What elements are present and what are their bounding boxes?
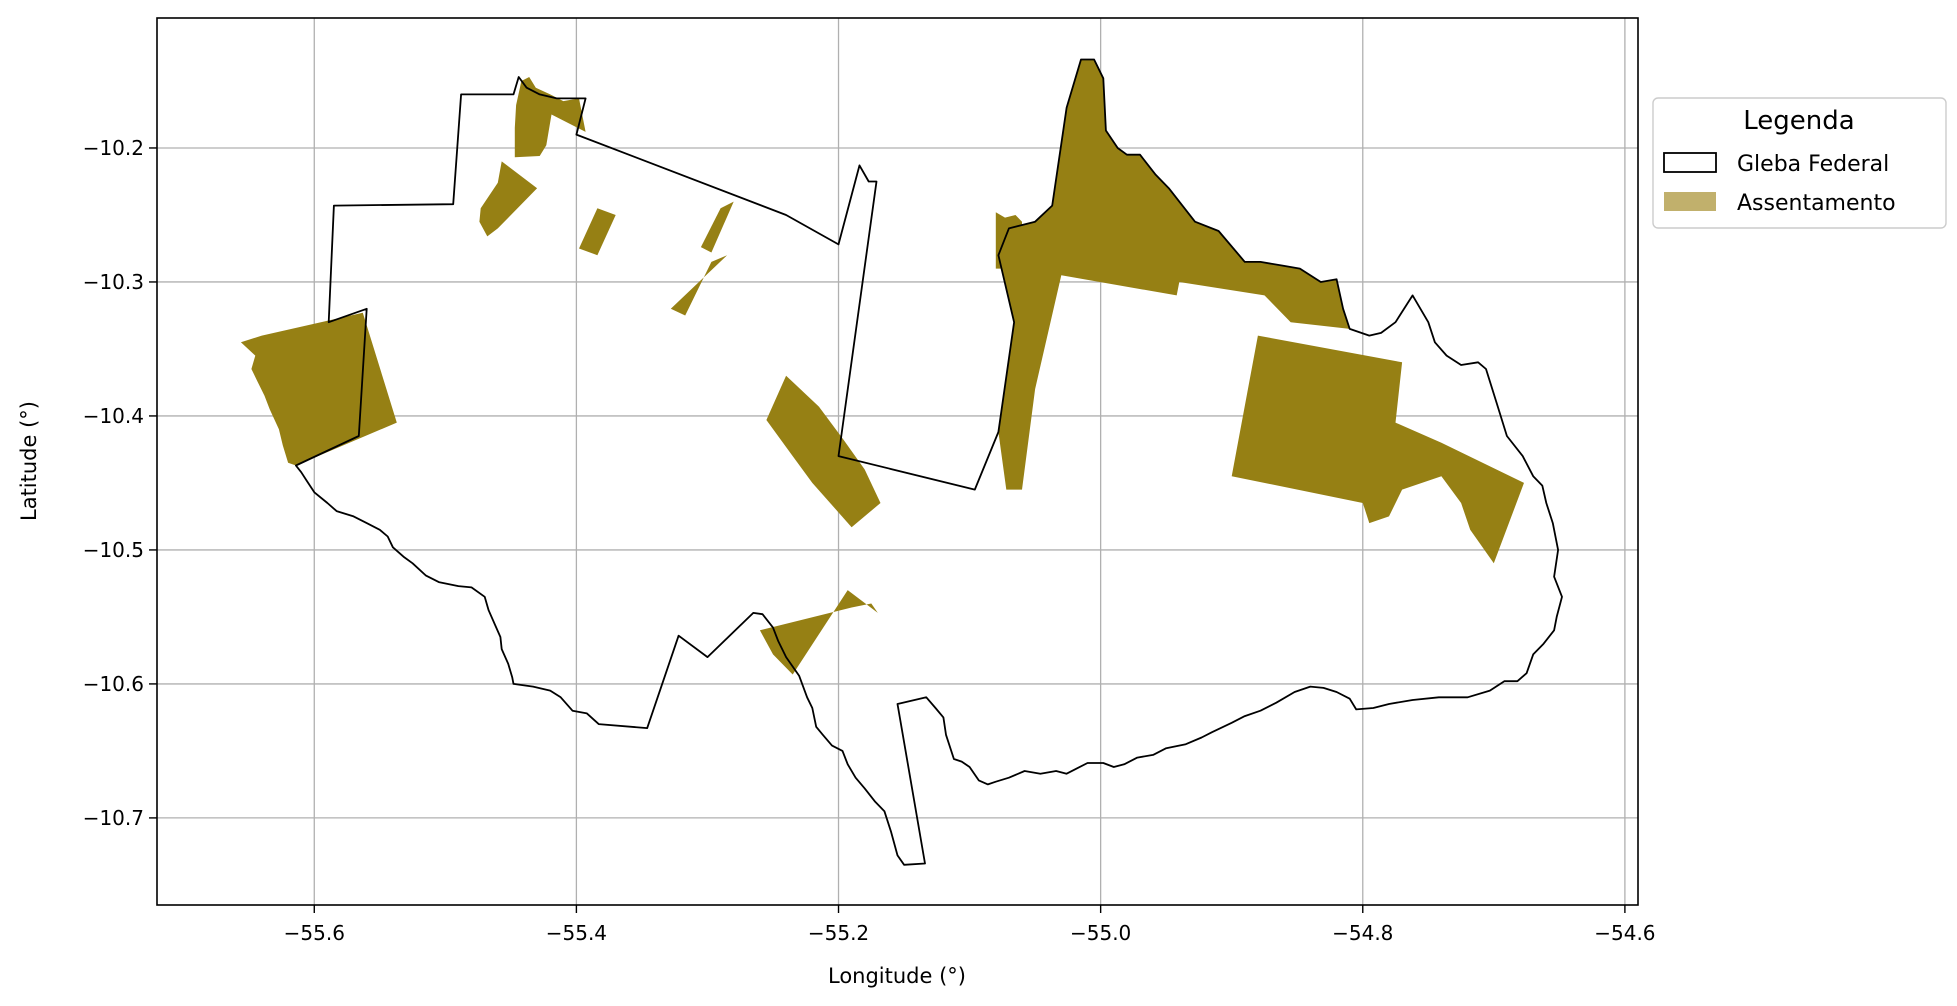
legend-swatch-gleba-federal [1664, 153, 1716, 172]
legend-label-assentamento: Assentamento [1737, 191, 1896, 216]
x-tick-label: −54.8 [1332, 921, 1393, 945]
legend-label-gleba-federal: Gleba Federal [1737, 152, 1889, 177]
x-tick-label: −55.0 [1070, 921, 1131, 945]
legend-swatch-assentamento [1664, 192, 1716, 211]
x-tick-label: −55.2 [808, 921, 869, 945]
y-tick-label: −10.4 [83, 404, 144, 428]
y-tick-label: −10.6 [83, 672, 144, 696]
legend: Legenda Gleba Federal Assentamento [1653, 98, 1946, 228]
x-tick-label: −55.4 [546, 921, 607, 945]
y-tick-label: −10.7 [83, 806, 144, 830]
x-tick-label: −54.6 [1594, 921, 1655, 945]
y-tick-label: −10.3 [83, 270, 144, 294]
y-tick-label: −10.5 [83, 538, 144, 562]
legend-title: Legenda [1743, 106, 1854, 136]
y-tick-label: −10.2 [83, 136, 144, 160]
x-tick-label: −55.6 [284, 921, 345, 945]
y-axis-label: Latitude (°) [17, 401, 41, 521]
x-axis-label: Longitude (°) [828, 964, 966, 988]
